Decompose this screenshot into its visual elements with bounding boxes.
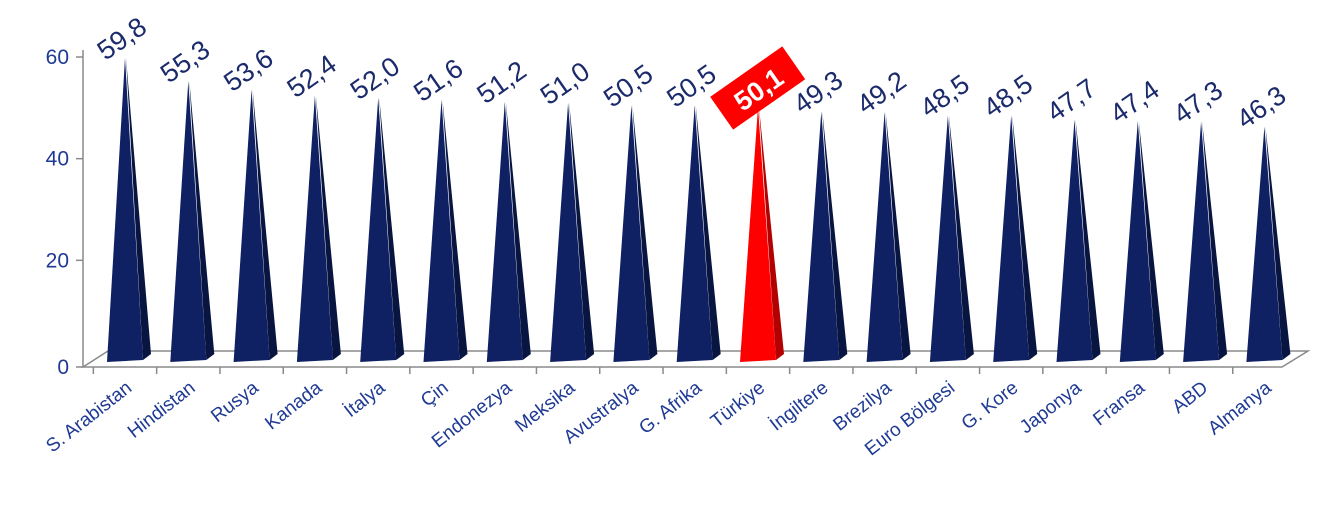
bar-side (315, 95, 341, 360)
category-label: Kanada (261, 377, 326, 434)
value-label: 50,5 (661, 59, 721, 114)
bar-front (107, 58, 143, 363)
bar-front (803, 111, 840, 363)
category-label: Almanya (1204, 377, 1276, 439)
bar-side (1202, 121, 1228, 360)
value-label: 49,2 (851, 65, 911, 120)
bar-front (423, 99, 460, 362)
category-label: G. Afrika (635, 377, 706, 439)
bar (1246, 126, 1291, 363)
bar-side (759, 107, 784, 360)
value-label: 50,5 (598, 59, 658, 114)
bars (107, 58, 1291, 363)
bar-front (929, 115, 966, 362)
value-label: 52,0 (345, 51, 405, 106)
category-label: Fransa (1089, 377, 1149, 430)
value-label: 55,3 (155, 34, 215, 89)
bar (423, 99, 468, 362)
bar (1183, 121, 1228, 362)
bar (866, 111, 911, 363)
value-label: 52,4 (282, 49, 342, 104)
category-label: Çin (417, 377, 452, 411)
bar-front (550, 102, 587, 362)
bar-side (252, 89, 278, 361)
value-labels: 59,8 55,3 53,6 52,4 52,0 51,6 51,2 51,0 50,5 50,5… (92, 11, 1292, 134)
bar (486, 101, 531, 362)
bar-front (993, 115, 1030, 362)
category-label: Japonya (1016, 377, 1086, 438)
bar-side (1075, 119, 1101, 361)
bar-front (1183, 121, 1220, 362)
bar (803, 111, 848, 363)
value-label: 51,6 (408, 53, 468, 108)
bar-front (486, 101, 523, 362)
bar-side (632, 105, 658, 361)
bar-side (885, 111, 911, 361)
value-label: 47,3 (1168, 75, 1228, 130)
floor (80, 350, 1311, 368)
bar-front (360, 97, 397, 363)
bar-side (442, 99, 468, 360)
category-label: ABD (1168, 377, 1212, 418)
bar-side (695, 105, 721, 361)
category-label: G. Kore (958, 377, 1023, 434)
bar-front (1056, 119, 1093, 363)
bar (740, 107, 784, 362)
value-label: 51,0 (535, 56, 595, 111)
bar-side (822, 111, 848, 361)
value-label: 53,6 (218, 43, 278, 98)
category-label: İngiltere (766, 377, 832, 435)
bar-front (233, 89, 270, 363)
value-label: 47,7 (1041, 73, 1101, 128)
bar (296, 95, 341, 362)
bar-front (1119, 121, 1156, 362)
value-label: 47,4 (1105, 74, 1165, 129)
value-label: 59,8 (92, 11, 152, 66)
bar-side (569, 102, 595, 360)
bar-front (740, 107, 776, 362)
bar-front (296, 95, 333, 362)
bar (676, 105, 721, 363)
bar-front (1246, 126, 1283, 363)
value-label: 46,3 (1231, 80, 1291, 135)
bar-side (948, 115, 974, 360)
highlight-label-box (710, 46, 806, 130)
value-label: 48,5 (915, 69, 975, 124)
bar-side (189, 80, 215, 361)
y-tick-label: 20 (46, 249, 69, 272)
bar-front (170, 80, 207, 363)
category-label: Rusya (207, 377, 263, 427)
bar-front (866, 111, 903, 363)
bar (170, 80, 215, 363)
bar-front (613, 105, 650, 363)
value-label: 51,2 (472, 55, 532, 110)
bar (613, 105, 658, 363)
category-label: İtalya (341, 377, 390, 422)
y-tick-label: 40 (46, 148, 69, 171)
category-label: S. Arabistan (42, 377, 136, 457)
bar-side (379, 97, 405, 361)
bar (1119, 121, 1164, 362)
bar (1056, 119, 1101, 363)
bar (233, 89, 278, 363)
bar-side (505, 101, 531, 360)
bar-side (1138, 121, 1164, 360)
bar (360, 97, 405, 363)
y-tick-label: 0 (57, 356, 69, 379)
bar-front (676, 105, 713, 363)
bar (993, 115, 1038, 362)
bar (929, 115, 974, 362)
bar-side (126, 58, 151, 361)
bar-side (1265, 126, 1291, 361)
bar (550, 102, 595, 362)
bar (107, 58, 151, 363)
y-tick-label: 60 (46, 46, 69, 69)
bar-side (1012, 115, 1038, 360)
value-label: 48,5 (978, 69, 1038, 124)
axes: 0 20 40 60 (46, 46, 1311, 379)
category-label: Türkiye (707, 377, 769, 432)
category-label: Hindistan (124, 377, 199, 442)
